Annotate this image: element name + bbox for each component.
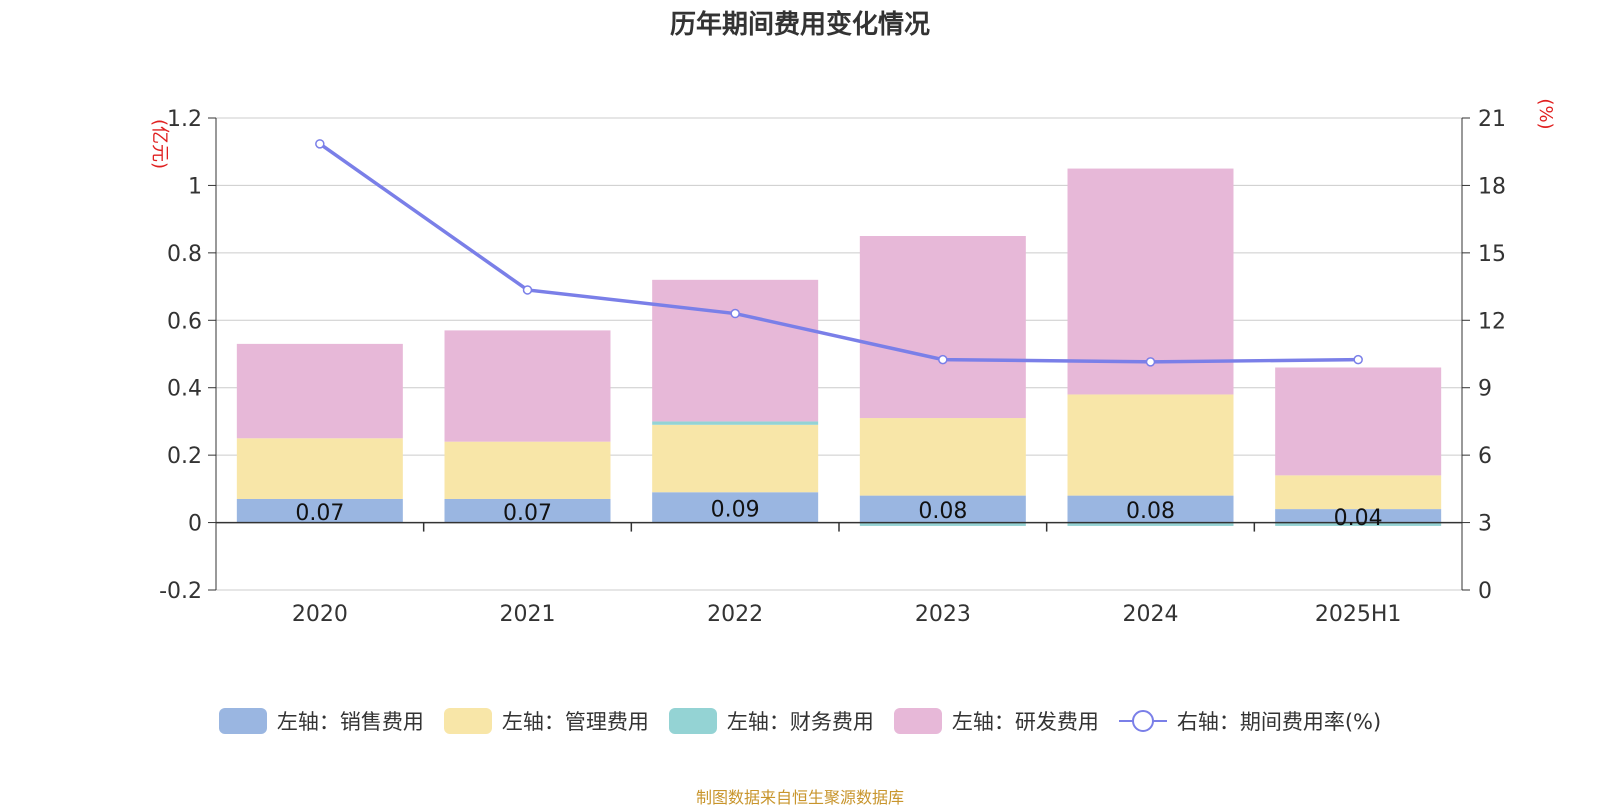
legend-item-finance[interactable]: 左轴：财务费用 — [668, 706, 874, 736]
rate-point — [938, 354, 948, 365]
data-label: 0.09 — [711, 497, 760, 522]
rate-point — [522, 285, 533, 295]
chart-legend: 左轴：销售费用 左轴：管理费用 左轴：财务费用 左轴：研发费用 右轴：期间费用率… — [0, 706, 1600, 736]
right-axis-tick-label: 0 — [1478, 579, 1492, 604]
right-axis-tick-label: 6 — [1478, 444, 1492, 469]
legend-swatch-admin — [443, 708, 492, 734]
chart-title: 历年期间费用变化情况 — [669, 10, 930, 40]
bar-admin — [444, 441, 611, 499]
left-axis-tick-label: 1.2 — [167, 107, 202, 132]
bar-finance — [1067, 522, 1234, 526]
data-label: 0.04 — [1334, 506, 1383, 531]
legend-item-rnd[interactable]: 左轴：研发费用 — [893, 706, 1099, 736]
legend-label-finance: 左轴：财务费用 — [726, 710, 874, 734]
category-label: 2020 — [292, 602, 348, 627]
left-axis-tick-label: 0 — [188, 512, 202, 537]
legend-label-sales: 左轴：销售费用 — [276, 710, 424, 734]
bar-rnd — [859, 236, 1026, 419]
right-axis-tick-label: 21 — [1478, 107, 1506, 132]
right-axis-tick-label: 9 — [1478, 377, 1492, 402]
rate-point — [730, 308, 740, 319]
data-label: 0.08 — [918, 499, 967, 524]
legend-swatch-sales — [218, 708, 267, 734]
bar-rnd — [236, 343, 403, 439]
bar-admin — [236, 438, 403, 499]
bar-rnd — [444, 330, 611, 442]
rate-point — [1145, 357, 1156, 367]
bar-finance — [859, 522, 1026, 526]
rate-point — [1353, 354, 1363, 365]
legend-item-rate[interactable]: 右轴：期间费用率(%) — [1118, 706, 1382, 736]
bar-admin — [1067, 394, 1234, 496]
left-axis-tick-label: 0.6 — [167, 309, 202, 334]
rate-point — [315, 139, 325, 149]
legend-marker-rate — [1118, 708, 1167, 734]
bar-sales — [444, 498, 611, 523]
right-axis-tick-label: 12 — [1478, 309, 1506, 334]
legend-swatch-rnd — [893, 708, 942, 734]
bar-sales — [236, 498, 403, 523]
left-axis-tick-label: -0.2 — [159, 579, 202, 604]
source-note: 制图数据来自恒生聚源数据库 — [695, 788, 904, 807]
period-expense-chart: -0.2 0 0.2 0.4 0.6 0.8 1 1.2 0 3 6 9 12 15 18 21 (亿元) (%)… — [149, 98, 1556, 627]
data-label: 0.07 — [295, 501, 344, 526]
legend-item-admin[interactable]: 左轴：管理费用 — [443, 706, 649, 736]
bar-admin — [859, 418, 1026, 496]
category-label: 2024 — [1123, 602, 1179, 627]
bar-rnd — [1275, 367, 1442, 476]
bar-sales — [652, 492, 819, 523]
category-label: 2022 — [707, 602, 763, 627]
category-label: 2021 — [500, 602, 556, 627]
bar-finance — [652, 421, 819, 425]
left-axis-tick-label: 0.4 — [167, 377, 202, 402]
bar-admin — [1275, 475, 1442, 510]
legend-label-rnd: 左轴：研发费用 — [951, 710, 1099, 734]
legend-swatch-finance — [668, 708, 717, 734]
right-axis-tick-label: 15 — [1478, 242, 1506, 267]
data-label: 0.08 — [1126, 499, 1175, 524]
bar-sales — [1275, 509, 1442, 523]
bar-rnd — [1067, 168, 1234, 395]
bar-rnd — [652, 279, 819, 422]
category-label: 2025H1 — [1315, 602, 1402, 627]
left-axis-tick-label: 0.8 — [167, 242, 202, 267]
bar-finance — [1275, 522, 1442, 526]
rate-line — [318, 142, 1359, 364]
left-axis-tick-label: 0.2 — [167, 444, 202, 469]
data-label: 0.07 — [503, 501, 552, 526]
right-axis-tick-label: 3 — [1478, 512, 1492, 537]
bar-sales — [1067, 495, 1234, 523]
left-axis-unit: (亿元) — [149, 119, 170, 169]
legend-label-rate: 右轴：期间费用率(%) — [1176, 710, 1382, 734]
right-axis-unit: (%) — [1535, 98, 1556, 129]
category-label: 2023 — [915, 602, 971, 627]
bar-sales — [859, 495, 1026, 523]
legend-label-admin: 左轴：管理费用 — [501, 710, 649, 734]
left-axis-tick-label: 1 — [188, 174, 202, 199]
legend-item-sales[interactable]: 左轴：销售费用 — [218, 706, 424, 736]
bar-admin — [652, 424, 819, 493]
right-axis-tick-label: 18 — [1478, 174, 1506, 199]
